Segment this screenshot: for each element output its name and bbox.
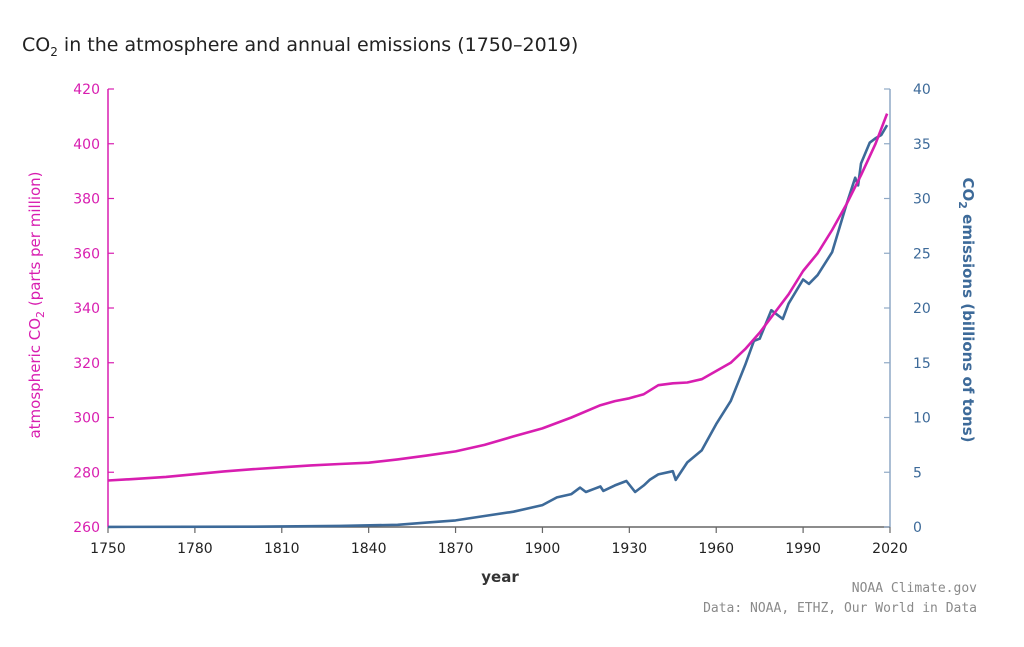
atmospheric-co2-line xyxy=(107,113,889,482)
x-tick-label: 1840 xyxy=(351,541,387,557)
left-y-axis-label: atmospheric CO2 (parts per million) xyxy=(26,171,47,438)
x-tick-label: 1930 xyxy=(612,541,648,557)
right-y-tick-label: 35 xyxy=(913,137,931,153)
left-y-tick-label: 360 xyxy=(73,246,100,262)
right-y-tick-label: 25 xyxy=(913,246,931,262)
left-y-tick-label: 320 xyxy=(73,356,100,372)
right-y-tick-label: 20 xyxy=(913,301,931,317)
left-y-tick-label: 300 xyxy=(73,411,100,427)
right-y-tick-label: 30 xyxy=(913,192,931,208)
x-tick-label: 1750 xyxy=(90,541,126,557)
x-tick-label: 1870 xyxy=(438,541,474,557)
x-tick-label: 1990 xyxy=(785,541,821,557)
x-tick-label: 1810 xyxy=(264,541,300,557)
x-ticks: 1750 1780 1810 1840 1870 1900 1930 1960 1990 2020 xyxy=(90,527,908,557)
right-y-ticks: 0 5 10 15 20 25 30 35 40 xyxy=(884,82,931,536)
left-y-tick-label: 280 xyxy=(73,465,100,481)
right-y-tick-label: 40 xyxy=(913,82,931,98)
x-tick-label: 1960 xyxy=(698,541,734,557)
left-y-tick-label: 380 xyxy=(73,192,100,208)
left-y-ticks: 260 280 300 320 340 360 380 400 420 xyxy=(73,82,114,536)
right-y-tick-label: 0 xyxy=(913,520,922,536)
left-y-tick-label: 260 xyxy=(73,520,100,536)
credit-source: NOAA Climate.gov xyxy=(852,581,977,596)
right-y-axis-label: CO2 emissions (billions of tons) xyxy=(956,177,977,442)
left-y-tick-label: 420 xyxy=(73,82,100,98)
x-axis-label: year xyxy=(481,568,519,586)
x-tick-label: 2020 xyxy=(872,541,908,557)
emissions-line xyxy=(107,124,889,529)
left-y-tick-label: 400 xyxy=(73,137,100,153)
x-tick-label: 1900 xyxy=(525,541,561,557)
right-y-tick-label: 15 xyxy=(913,356,931,372)
credit-data: Data: NOAA, ETHZ, Our World in Data xyxy=(703,601,977,616)
chart-title: CO2 in the atmosphere and annual emissio… xyxy=(22,34,578,59)
left-y-tick-label: 340 xyxy=(73,301,100,317)
right-y-tick-label: 5 xyxy=(913,465,922,481)
right-y-tick-label: 10 xyxy=(913,411,931,427)
x-tick-label: 1780 xyxy=(177,541,213,557)
